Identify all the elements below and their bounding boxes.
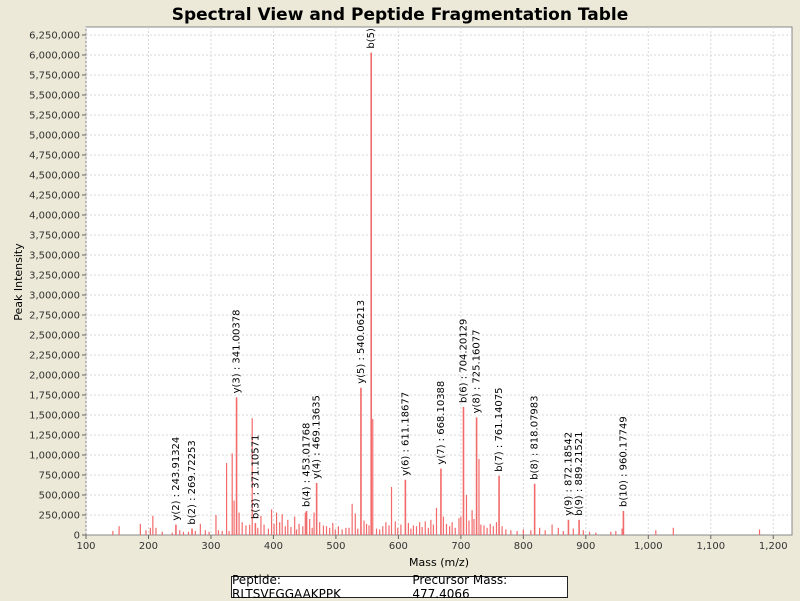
y-tick-label: 2,000,000 <box>29 371 80 382</box>
y-tick-label: 2,250,000 <box>29 351 80 362</box>
y-tick-label: 3,000,000 <box>29 291 80 302</box>
y-tick-label: 250,000 <box>39 511 80 522</box>
peak-annotation-label: y(8) : 725.16077 <box>472 330 483 414</box>
x-tick-label: 200 <box>139 541 158 552</box>
y-tick-label: 5,750,000 <box>29 71 80 82</box>
y-axis-label: Peak Intensity <box>12 243 25 321</box>
x-tick-label: 700 <box>451 541 470 552</box>
peak-annotation-label: y(9) : 872.18542 <box>563 432 574 516</box>
grid-lines <box>85 27 792 535</box>
peptide-info-box: Peptide: RLTSVFGGAAKPPK Precursor Mass: … <box>231 573 568 601</box>
x-tick-label: 600 <box>389 541 408 552</box>
plot-area <box>85 26 793 536</box>
x-tick-label: 800 <box>514 541 533 552</box>
y-tick-label: 4,000,000 <box>29 211 80 222</box>
peptide-label: Peptide: RLTSVFGGAAKPPK <box>232 573 341 601</box>
x-axis-label: Mass (m/z) <box>409 556 469 569</box>
y-tick-label: 2,500,000 <box>29 331 80 342</box>
peak-labels: y(2) : 243.91324 b(2) : 269.72253 y(3) : 3… <box>171 28 630 525</box>
y-tick-label: 4,500,000 <box>29 171 80 182</box>
peak-annotation-label: b(9) : 889.21521 <box>574 431 585 515</box>
peak-annotation-label: b(7) : 761.14075 <box>494 387 505 471</box>
y-tick-label: 5,250,000 <box>29 111 80 122</box>
peak-annotation-label: b(6) : 704.20129 <box>458 319 469 403</box>
y-tick-label: 1,250,000 <box>29 431 80 442</box>
peak-annotation-label: y(2) : 243.91324 <box>171 437 182 521</box>
y-tick-label: 0 <box>74 531 80 542</box>
axes: 0 250,000 500,000 750,000 1,000,000 1,250,000… <box>29 31 787 553</box>
peak-annotation-label: y(6) : 611.18677 <box>400 392 411 476</box>
x-tick-label: 1,200 <box>759 541 788 552</box>
y-tick-label: 750,000 <box>39 471 80 482</box>
peaks <box>112 52 761 535</box>
y-tick-label: 4,250,000 <box>29 191 80 202</box>
chart-title: Spectral View and Peptide Fragmentation … <box>172 5 629 25</box>
precursor-mass-label: Precursor Mass: 477.4066 <box>412 573 508 601</box>
peak-annotation-label: b(2) : 269.72253 <box>187 440 198 524</box>
peak-annotation-label: y(5) : 540.06213 <box>356 300 367 384</box>
peak-annotation-label: b(4) : 453.01768 <box>302 423 313 507</box>
y-tick-label: 1,750,000 <box>29 391 80 402</box>
x-tick-label: 1,100 <box>696 541 725 552</box>
y-tick-label: 3,750,000 <box>29 231 80 242</box>
peak-annotation-label: b(3) : 371.10571 <box>250 435 261 519</box>
x-tick-label: 500 <box>326 541 345 552</box>
y-tick-label: 5,500,000 <box>29 91 80 102</box>
y-tick-label: 2,750,000 <box>29 311 80 322</box>
x-tick-label: 1,000 <box>634 541 663 552</box>
x-tick-label: 900 <box>576 541 595 552</box>
y-tick-label: 1,500,000 <box>29 411 80 422</box>
y-tick-label: 500,000 <box>39 491 80 502</box>
y-tick-label: 1,000,000 <box>29 451 80 462</box>
x-tick-label: 400 <box>264 541 283 552</box>
x-tick-label: 300 <box>201 541 220 552</box>
peak-annotation-label: y(7) : 668.10388 <box>436 381 447 465</box>
y-tick-label: 5,000,000 <box>29 131 80 142</box>
peak-annotation-label: y(4) : 469.13635 <box>312 395 323 479</box>
y-tick-label: 3,250,000 <box>29 271 80 282</box>
peak-annotation-label: b(10) : 960.17749 <box>618 416 629 507</box>
y-tick-label: 3,500,000 <box>29 251 80 262</box>
peak-annotation-label: b(8) : 818.07983 <box>530 395 541 479</box>
y-tick-label: 6,000,000 <box>29 51 80 62</box>
peak-annotation-label: y(3) : 341.00378 <box>232 310 243 394</box>
y-tick-label: 4,750,000 <box>29 151 80 162</box>
x-tick-label: 100 <box>76 541 95 552</box>
peak-annotation-label: b(5) <box>366 28 377 49</box>
y-tick-label: 6,250,000 <box>29 31 80 42</box>
